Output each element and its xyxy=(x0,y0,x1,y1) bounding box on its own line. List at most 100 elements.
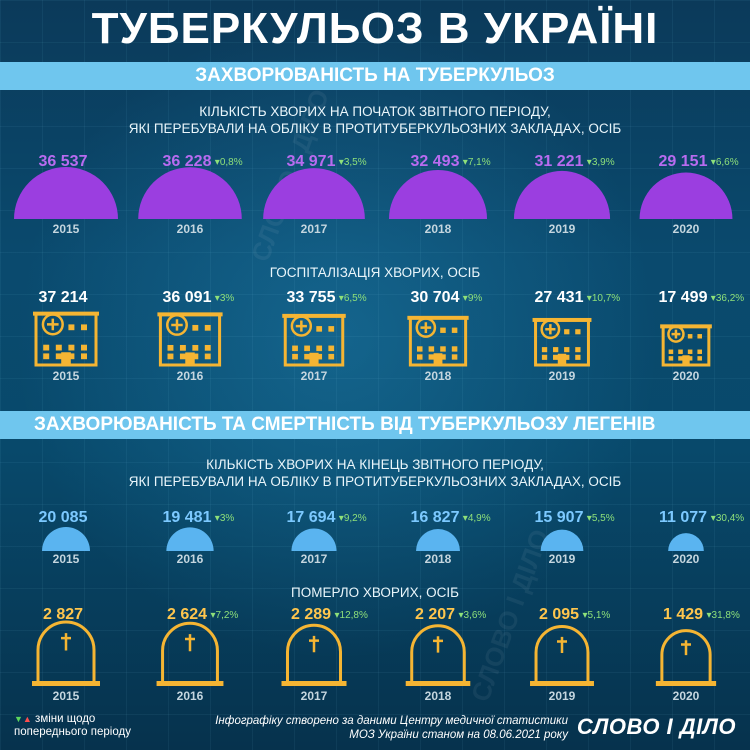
window xyxy=(575,354,581,360)
gravestone xyxy=(285,623,343,684)
change-label: ▾0,8% xyxy=(215,157,243,168)
value-label: 2 624 xyxy=(167,606,207,623)
value-label: 33 755 xyxy=(287,289,336,306)
door xyxy=(61,352,71,365)
hospital-icon xyxy=(33,311,99,367)
chart-2-title: ГОСПІТАЛІЗАЦІЯ ХВОРИХ, ОСІБ xyxy=(269,265,481,280)
cross-circle xyxy=(540,319,561,340)
medical-cross xyxy=(295,320,307,332)
window xyxy=(451,327,458,333)
medical-cross xyxy=(671,329,681,339)
hospital-roof xyxy=(33,311,99,316)
hospital-roof xyxy=(282,313,346,318)
value-label: 2 095 xyxy=(539,606,579,623)
change-label: ▾3,9% xyxy=(587,157,615,168)
gravestone-icon xyxy=(530,624,594,686)
window xyxy=(668,349,674,354)
change-label: ▾3,6% xyxy=(459,610,487,621)
gravestone xyxy=(534,624,590,684)
gravestone-icon xyxy=(156,621,224,686)
gravestone-icon xyxy=(655,629,717,686)
window xyxy=(440,327,446,333)
change-label: ▾3% xyxy=(215,293,235,304)
semicircle-mark xyxy=(668,533,704,551)
gravestone-base xyxy=(156,681,224,686)
change-label: ▾5,1% xyxy=(583,610,611,621)
hospital-roof xyxy=(532,317,592,322)
chart-3-title: КІЛЬКІСТЬ ХВОРИХ НА КІНЕЦЬ ЗВІТНОГО ПЕРІ… xyxy=(0,456,750,490)
window xyxy=(43,344,50,351)
window xyxy=(553,354,559,360)
year-label: 2016 xyxy=(177,222,204,236)
value-label: 27 431 xyxy=(535,289,584,306)
value-label: 30 704 xyxy=(411,289,460,306)
window xyxy=(328,353,335,360)
window xyxy=(416,354,423,360)
window xyxy=(68,324,75,331)
gravestone xyxy=(36,620,96,684)
window xyxy=(167,344,174,351)
gravestone-base xyxy=(655,681,717,686)
semicircle-mark xyxy=(513,170,611,219)
value-label: 36 228 xyxy=(163,153,212,170)
window xyxy=(697,356,702,361)
window xyxy=(428,354,435,360)
window xyxy=(316,353,323,360)
triangle-down-icon: ▼ xyxy=(14,714,23,724)
value-label: 2 827 xyxy=(43,606,83,623)
year-label: 2016 xyxy=(177,552,204,566)
year-label: 2016 xyxy=(177,369,204,383)
value-label: 19 481 xyxy=(163,509,212,526)
window xyxy=(564,347,570,353)
change-label: ▾3% xyxy=(215,513,235,524)
legend: ▼▲ зміни щодо попереднього періоду xyxy=(14,713,131,739)
medical-cross xyxy=(47,318,59,331)
semicircle-mark xyxy=(540,529,584,551)
gravestone xyxy=(410,624,466,684)
year-label: 2020 xyxy=(673,689,700,703)
door xyxy=(682,355,690,365)
hospital-icon xyxy=(532,317,592,367)
window xyxy=(564,354,570,360)
value-label: 2 207 xyxy=(415,606,455,623)
window xyxy=(687,334,693,339)
value-label: 31 221 xyxy=(535,153,584,170)
semicircle-mark xyxy=(263,168,365,219)
value-label: 36 091 xyxy=(163,289,212,306)
door xyxy=(185,352,195,365)
window xyxy=(687,349,693,354)
door xyxy=(433,353,443,365)
change-label: ▾3,5% xyxy=(339,157,367,168)
chart-3-title-line2: ЯКІ ПЕРЕБУВАЛИ НА ОБЛІКУ В ПРОТИТУБЕРКУЛ… xyxy=(128,474,622,489)
gravestone-icon xyxy=(281,623,347,686)
section-banner-lungs: ЗАХВОРЮВАНІСТЬ ТА СМЕРТНІСТЬ ВІД ТУБЕРКУ… xyxy=(0,411,750,439)
change-label: ▾30,4% xyxy=(711,513,744,524)
window xyxy=(204,324,211,331)
gravestone-base xyxy=(530,681,594,686)
year-label: 2015 xyxy=(53,222,80,236)
change-label: ▾6,6% xyxy=(711,157,739,168)
window xyxy=(81,344,87,351)
gravestone-base xyxy=(405,681,471,686)
year-label: 2020 xyxy=(673,369,700,383)
window xyxy=(304,345,310,352)
gravestone-icon xyxy=(405,624,471,686)
semicircle-mark xyxy=(14,167,118,219)
value-label: 29 151 xyxy=(659,153,708,170)
value-label: 16 827 xyxy=(411,509,460,526)
hospital-roof xyxy=(660,324,712,329)
window xyxy=(179,344,186,351)
window xyxy=(564,329,570,335)
semicircle-mark xyxy=(166,527,214,551)
window xyxy=(43,353,50,360)
change-label: ▾9,2% xyxy=(339,513,367,524)
value-label: 11 077 xyxy=(659,509,707,526)
change-label: ▾31,8% xyxy=(707,610,740,621)
chart-patients-end: 20 085 2015 19 481 ▾3% 2016 17 694 ▾9,2% 2017 16… xyxy=(39,509,745,566)
change-label: ▾12,8% xyxy=(335,610,368,621)
window xyxy=(292,345,298,352)
hospital-icon xyxy=(282,313,346,367)
value-label: 15 907 xyxy=(535,509,584,526)
value-label: 20 085 xyxy=(39,509,88,526)
semicircle-mark xyxy=(291,528,337,551)
